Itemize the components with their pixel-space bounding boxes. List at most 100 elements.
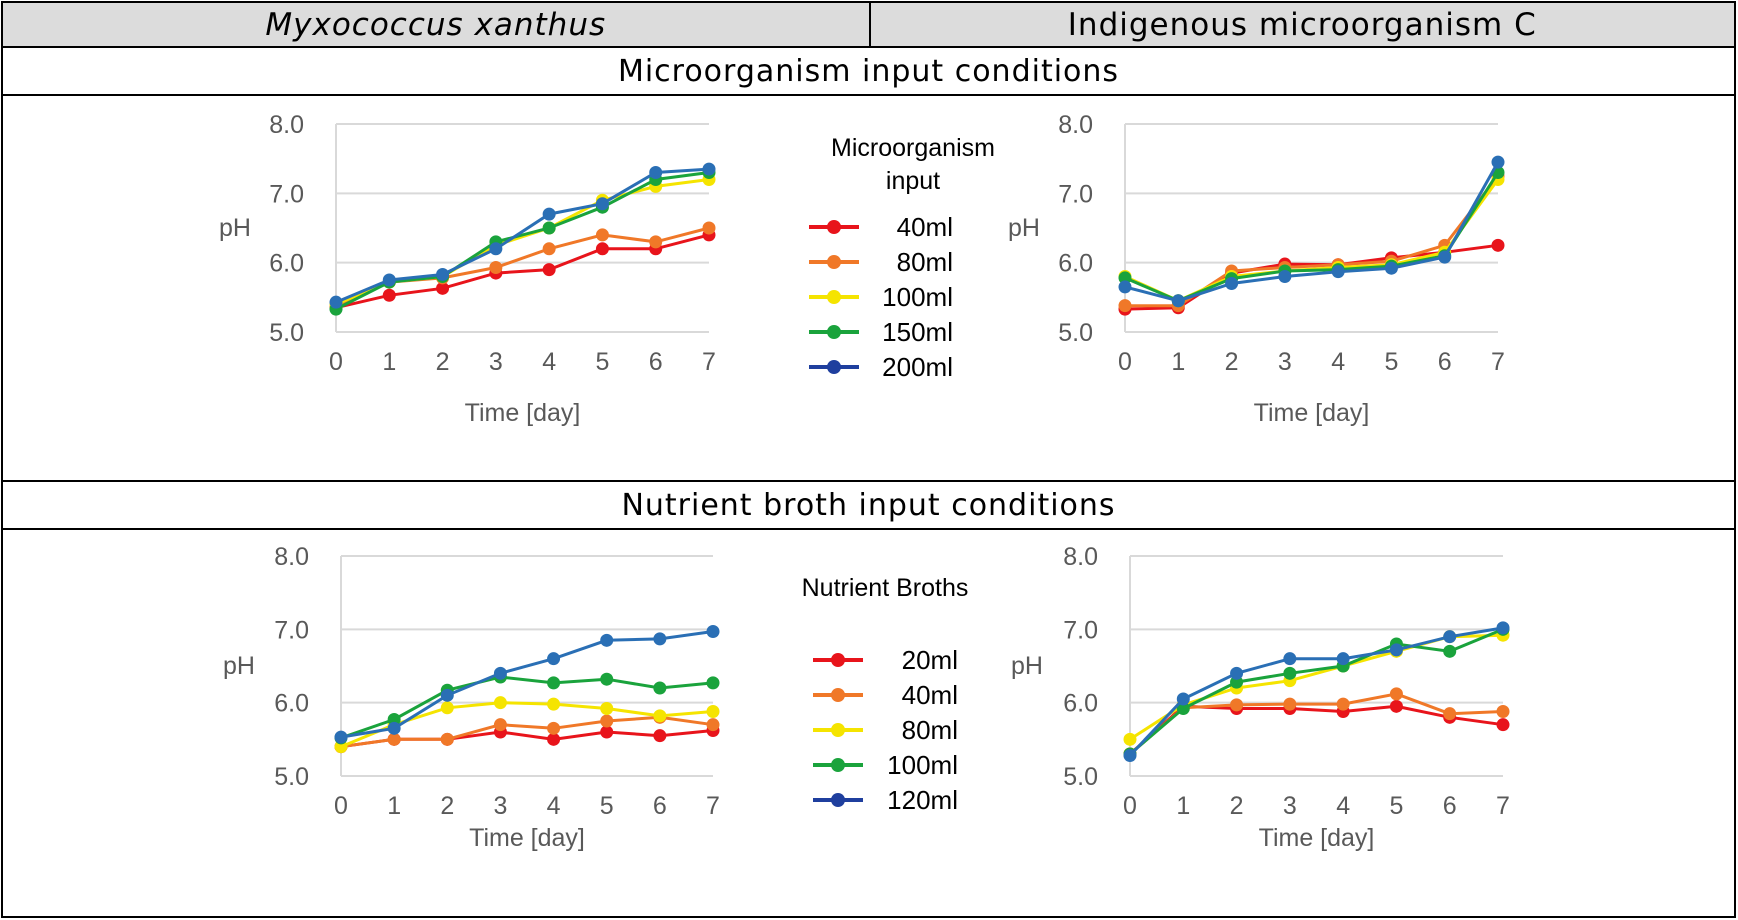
y-tick-label: 6.0 — [269, 250, 304, 278]
data-point — [1336, 697, 1350, 711]
legend-entry: 100ml — [813, 750, 958, 780]
data-point — [382, 288, 396, 302]
data-point — [1496, 704, 1510, 718]
x-tick-label: 3 — [489, 348, 503, 376]
legend-entry: 40ml — [813, 680, 958, 710]
y-axis-title: pH — [1011, 652, 1043, 680]
panel-nutrient: 5.0 6.0 7.0 8.0 0 1 2 3 4 5 6 7 Time [day] pH 5.0 6.0 7.… — [1, 530, 1736, 918]
data-point — [1176, 702, 1190, 716]
data-point — [1443, 644, 1457, 658]
data-point — [1443, 707, 1457, 721]
legend-swatch-marker — [827, 255, 841, 269]
x-tick-label: 7 — [1491, 348, 1505, 376]
series-150ml — [1118, 166, 1505, 308]
data-point — [493, 718, 507, 732]
y-tick-label: 8.0 — [274, 543, 309, 571]
legend-entry: 150ml — [809, 317, 953, 347]
series-line — [340, 715, 714, 749]
x-tick-label: 5 — [600, 792, 614, 820]
series-40ml — [1123, 687, 1510, 761]
y-tick-label: 8.0 — [269, 111, 304, 139]
data-point — [547, 676, 561, 690]
x-tick-label: 5 — [595, 348, 609, 376]
data-point — [1443, 630, 1457, 644]
legend-label: 100ml — [887, 750, 958, 780]
column-header-row: Myxococcus xanthus Indigenous microorgan… — [1, 1, 1736, 48]
data-point — [600, 672, 614, 686]
data-point — [595, 228, 609, 242]
data-point — [653, 632, 667, 646]
legend-swatch-marker — [827, 360, 841, 374]
data-point — [547, 732, 561, 746]
data-point — [1496, 621, 1510, 635]
y-tick-label: 8.0 — [1063, 543, 1098, 571]
data-point — [1123, 732, 1137, 746]
y-axis-title: pH — [1008, 214, 1040, 242]
data-point — [493, 666, 507, 680]
data-point — [706, 625, 720, 639]
x-tick-label: 0 — [1118, 348, 1132, 376]
x-tick-label: 2 — [436, 348, 450, 376]
data-point — [489, 242, 503, 256]
data-point — [1491, 238, 1505, 252]
legend-title: input — [886, 167, 940, 195]
legend-swatch-marker — [831, 688, 845, 702]
x-tick-label: 6 — [649, 348, 663, 376]
data-point — [334, 730, 348, 744]
legend-entry: 40ml — [809, 212, 953, 242]
data-point — [1118, 271, 1132, 285]
x-tick-label: 7 — [706, 792, 720, 820]
x-tick-label: 5 — [1389, 792, 1403, 820]
series-line — [1124, 171, 1500, 303]
legend-entry: 100ml — [809, 282, 953, 312]
series-line — [1125, 175, 1500, 308]
data-point — [1389, 643, 1403, 657]
x-tick-label: 6 — [1443, 792, 1457, 820]
legend-entry: 20ml — [813, 645, 958, 675]
data-point — [547, 721, 561, 735]
data-point — [440, 688, 454, 702]
data-point — [329, 295, 343, 309]
series-120ml — [1123, 621, 1510, 762]
x-axis-title: Time [day] — [469, 824, 585, 852]
x-tick-label: 4 — [1336, 792, 1350, 820]
legend-entry: 80ml — [809, 247, 953, 277]
x-tick-label: 7 — [1496, 792, 1510, 820]
x-tick-label: 2 — [1225, 348, 1239, 376]
data-point — [542, 242, 556, 256]
legend-swatch-marker — [827, 325, 841, 339]
data-point — [706, 718, 720, 732]
x-tick-label: 0 — [329, 348, 343, 376]
series-200ml — [1118, 155, 1505, 308]
data-point — [1283, 666, 1297, 680]
data-point — [702, 162, 716, 176]
legend-swatch-marker — [831, 758, 845, 772]
data-point — [440, 732, 454, 746]
series-line — [340, 675, 714, 740]
legend-swatch-marker — [831, 653, 845, 667]
series-line — [1124, 161, 1500, 303]
x-tick-label: 1 — [1171, 348, 1185, 376]
data-point — [595, 197, 609, 211]
data-point — [702, 221, 716, 235]
chart-1: 5.0 6.0 7.0 8.0 0 1 2 3 4 5 6 7 Time [day] pH — [219, 111, 716, 427]
data-point — [1118, 280, 1132, 294]
series-line — [1129, 627, 1504, 756]
y-tick-label: 5.0 — [269, 319, 304, 347]
data-point — [1496, 718, 1510, 732]
legend-swatch-marker — [831, 723, 845, 737]
data-point — [595, 242, 609, 256]
data-point — [649, 235, 663, 249]
x-tick-label: 2 — [1230, 792, 1244, 820]
x-axis-title: Time [day] — [465, 399, 581, 427]
y-tick-label: 7.0 — [1058, 180, 1093, 208]
data-point — [489, 261, 503, 275]
nutrient-charts: 5.0 6.0 7.0 8.0 0 1 2 3 4 5 6 7 Time [day] pH 5.0 6.0 7.… — [223, 543, 1510, 852]
legend-entry: 80ml — [813, 715, 958, 745]
series-80ml — [1118, 169, 1505, 313]
data-point — [436, 267, 450, 281]
legend-label: 150ml — [882, 317, 953, 347]
section-title-microorganism: Microorganism input conditions — [1, 48, 1736, 96]
data-point — [600, 714, 614, 728]
chart-3: 5.0 6.0 7.0 8.0 0 1 2 3 4 5 6 7 Time [day] pH — [223, 543, 720, 852]
